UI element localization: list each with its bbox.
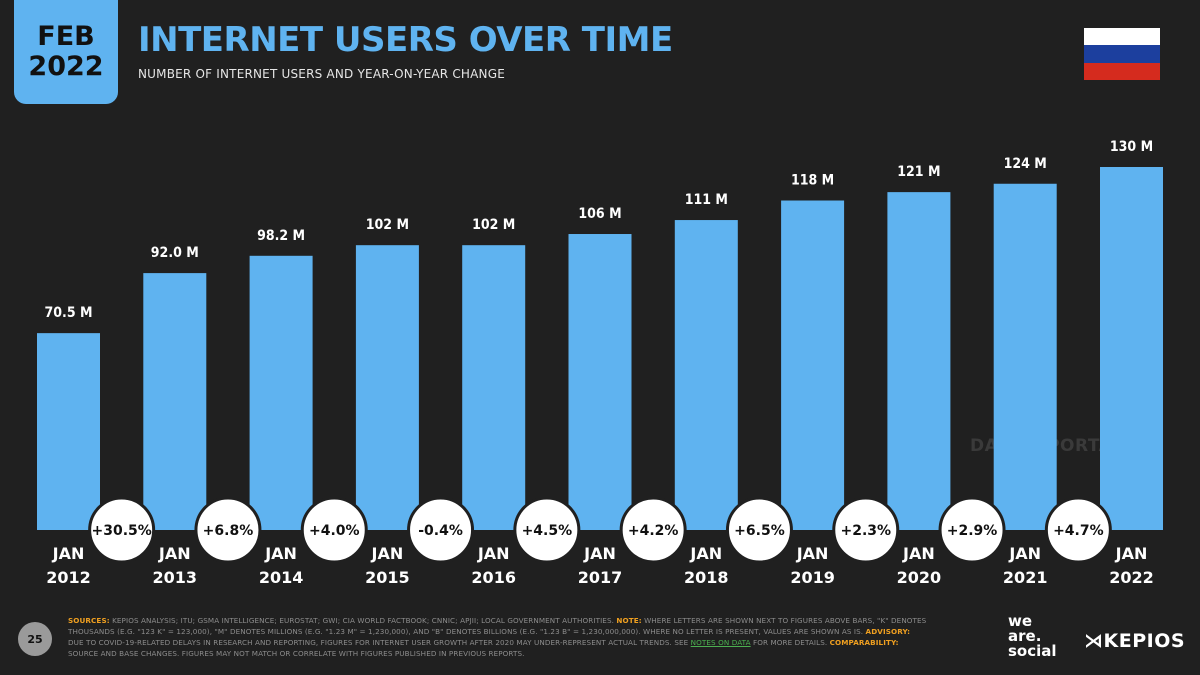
advisory-text: DUE TO COVID-19-RELATED DELAYS IN RESEAR… [68, 638, 689, 647]
bar [887, 192, 951, 530]
bar [143, 273, 207, 530]
flag-stripe-blue [1084, 45, 1160, 63]
notes-after-text: FOR MORE DETAILS. [753, 638, 828, 647]
bar-value-label: 92.0 M [151, 245, 199, 261]
bar [462, 245, 526, 530]
bar-value-label: 102 M [472, 217, 515, 233]
bar-value-label: 106 M [578, 206, 621, 222]
bar [781, 200, 845, 530]
x-tick-label: 2014 [259, 568, 304, 587]
x-tick-label: JAN [371, 544, 404, 563]
bar-value-label: 102 M [366, 217, 409, 233]
bar-value-label: 70.5 M [45, 305, 93, 321]
yoy-change-circle [938, 496, 1006, 564]
bar-value-label: 98.2 M [257, 228, 305, 244]
x-tick-label: 2013 [153, 568, 198, 587]
bar [249, 255, 313, 530]
yoy-change-circle [513, 496, 581, 564]
x-tick-label: JAN [264, 544, 297, 563]
bar [1100, 167, 1163, 530]
bar [355, 245, 419, 530]
page-title: INTERNET USERS OVER TIME [138, 20, 673, 60]
yoy-change-label: +2.9% [947, 523, 998, 539]
yoy-change-circle [194, 496, 262, 564]
x-tick-label: 2020 [897, 568, 942, 587]
x-tick-label: 2021 [1003, 568, 1048, 587]
yoy-change-circle [88, 496, 156, 564]
x-tick-label: 2015 [365, 568, 410, 587]
yoy-change-label: +6.5% [734, 523, 785, 539]
x-tick-label: JAN [689, 544, 722, 563]
x-tick-label: 2018 [684, 568, 729, 587]
x-tick-label: JAN [902, 544, 935, 563]
bar-chart: 70.5 M JAN 2012 92.0 M JAN 2013 98.2 M JAN 2014 1… [37, 139, 1163, 587]
x-tick-label: JAN [477, 544, 510, 563]
yoy-change-label: +30.5% [91, 523, 151, 539]
bar [674, 220, 738, 531]
we-are-social-logo: we are. social [1008, 614, 1057, 659]
yoy-change-circle [725, 496, 793, 564]
yoy-change-label: +4.2% [628, 523, 679, 539]
kepios-text: KEPIOS [1103, 630, 1186, 652]
x-tick-label: 2022 [1109, 568, 1154, 587]
yoy-change-circle [1044, 496, 1112, 564]
kepios-icon: ⋊ [1084, 630, 1104, 652]
x-tick-label: 2017 [578, 568, 623, 587]
page-subtitle: NUMBER OF INTERNET USERS AND YEAR-ON-YEA… [138, 67, 506, 81]
notes-on-data-link[interactable]: NOTES ON DATA [690, 638, 751, 647]
yoy-change-label: +4.5% [522, 523, 573, 539]
yoy-change-label: +2.3% [840, 523, 891, 539]
yoy-change-circle [832, 496, 900, 564]
yoy-change-label: +4.7% [1053, 523, 1104, 539]
bar [37, 333, 100, 530]
kepios-logo: ⋊KEPIOS [1084, 630, 1185, 652]
note-label: NOTE: [616, 616, 642, 625]
advisory-label: ADVISORY: [865, 627, 911, 636]
page-number: 25 [18, 622, 52, 656]
bar-value-label: 121 M [897, 164, 940, 180]
bar-value-label: 130 M [1110, 139, 1153, 155]
x-tick-label: JAN [796, 544, 829, 563]
bar [568, 234, 632, 530]
comparability-label: COMPARABILITY: [829, 638, 899, 647]
logo-was-line3: social [1008, 642, 1057, 660]
flag-stripe-white [1084, 28, 1160, 46]
yoy-change-circle [619, 496, 687, 564]
bar-value-label: 118 M [791, 173, 834, 189]
footer-notes: SOURCES: KEPIOS ANALYSIS; ITU; GSMA INTE… [68, 615, 928, 659]
bar [993, 183, 1057, 530]
sources-text: KEPIOS ANALYSIS; ITU; GSMA INTELLIGENCE;… [112, 616, 614, 625]
russia-flag-icon [1084, 28, 1160, 80]
date-badge: FEB 2022 [14, 0, 118, 104]
yoy-change-label: +4.0% [309, 523, 360, 539]
bar-value-label: 124 M [1004, 156, 1047, 172]
date-month: FEB [37, 21, 95, 52]
yoy-change-label: +6.8% [203, 523, 254, 539]
logo-was-line2: are. [1008, 627, 1042, 645]
note-text: WHERE LETTERS ARE SHOWN NEXT TO FIGURES … [68, 616, 927, 636]
x-tick-label: JAN [52, 544, 85, 563]
yoy-change-label: -0.4% [418, 523, 463, 539]
x-tick-label: 2016 [471, 568, 516, 587]
yoy-change-circle [300, 496, 368, 564]
sources-label: SOURCES: [68, 616, 110, 625]
x-tick-label: JAN [583, 544, 616, 563]
x-tick-label: JAN [1115, 544, 1148, 563]
flag-stripe-red [1084, 62, 1160, 80]
x-tick-label: 2012 [46, 568, 91, 587]
logo-was-line1: we [1008, 612, 1033, 630]
x-tick-label: JAN [1008, 544, 1041, 563]
date-year: 2022 [28, 51, 104, 82]
yoy-change-circle [407, 496, 475, 564]
x-tick-label: JAN [158, 544, 191, 563]
x-tick-label: 2019 [790, 568, 835, 587]
bar-value-label: 111 M [685, 192, 728, 208]
comparability-text: SOURCE AND BASE CHANGES. FIGURES MAY NOT… [68, 649, 525, 658]
